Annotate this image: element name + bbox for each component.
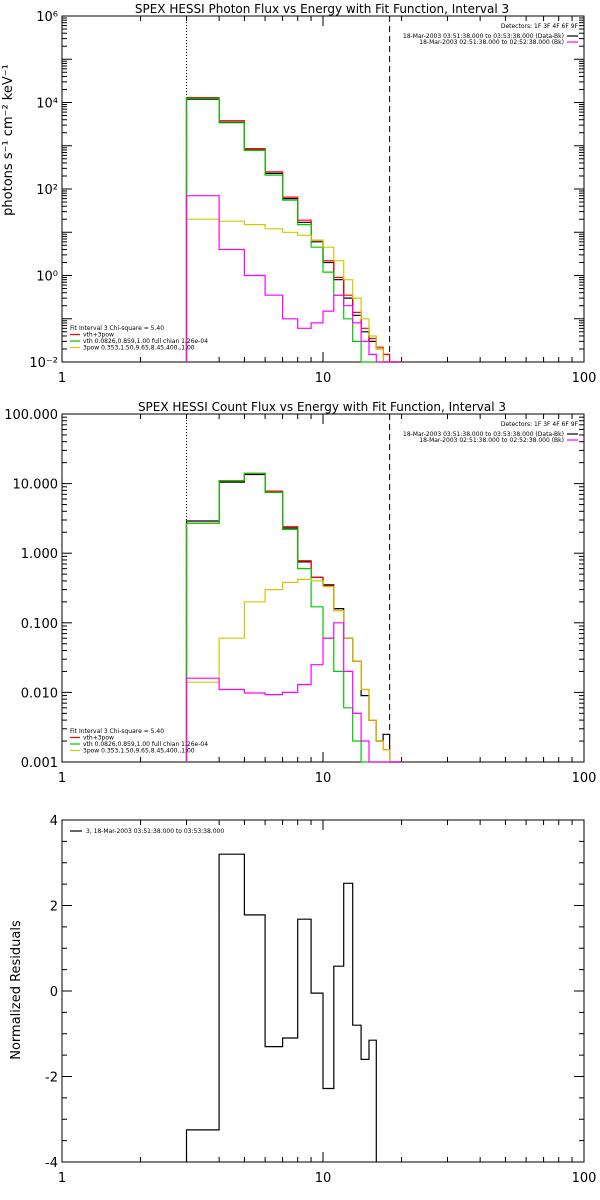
y-tick-label: -4 xyxy=(45,1156,58,1171)
y-tick-label: 10² xyxy=(36,183,58,198)
x-tick-label: 100 xyxy=(572,771,597,786)
time-legend-label: 18-Mar-2003 02:51:38.000 to 02:52:38.000… xyxy=(419,437,564,444)
count-flux-title: SPEX HESSI Count Flux vs Energy with Fit… xyxy=(138,400,506,414)
y-tick-label: 10.000 xyxy=(13,478,59,493)
y-tick-label: 10⁴ xyxy=(36,97,58,112)
time-legend-label: 18-Mar-2003 03:51:38.000 to 03:53:38.000… xyxy=(403,431,564,438)
y-tick-label: 10⁰ xyxy=(36,270,58,285)
residuals-plot: 1 10 100 -4 -2 0 2 4 3, 18-Mar-2003 03:51:38.000… xyxy=(45,814,596,1186)
x-tick-label: 1 xyxy=(58,1171,66,1186)
x-tick-label: 10 xyxy=(315,771,332,786)
fit-legend-label: 3pow 0.353,1.50,9.65,8.45,400.,1.00 xyxy=(83,748,195,755)
fit-legend-label: vth+3pow xyxy=(83,332,114,339)
photon-flux-title: SPEX HESSI Photon Flux vs Energy with Fi… xyxy=(135,2,509,16)
x-tick-label: 100 xyxy=(572,371,597,386)
fit-legend-label: Fit Interval 3 Chi-square = 5.40 xyxy=(70,728,164,735)
y-tick-label: 10⁻² xyxy=(29,356,58,371)
y-tick-label: 4 xyxy=(50,814,58,829)
x-tick-label: 1 xyxy=(58,371,66,386)
series-3pow-line xyxy=(185,218,402,363)
residuals-ylabel: Normalized Residuals xyxy=(9,920,24,1060)
x-tick-label: 10 xyxy=(315,371,332,386)
photon-flux-panel: SPEX HESSI Photon Flux vs Energy with Fi… xyxy=(1,2,596,386)
y-tick-label: -2 xyxy=(45,1071,58,1086)
y-tick-label: 100.000 xyxy=(4,408,58,423)
time-legend-label: 18-Mar-2003 02:51:38.000 to 02:52:38.000… xyxy=(419,39,564,46)
series-residuals-line xyxy=(185,853,377,1162)
y-tick-label: 0 xyxy=(50,985,58,1000)
y-tick-label: 2 xyxy=(50,900,58,915)
x-tick-label: 10 xyxy=(315,1171,332,1186)
photon-flux-plot: 1 10 100 10⁻² 10⁰ 10² 10⁴ 10⁶ 18-Mar-2003 03:51:… xyxy=(29,10,596,386)
y-tick-label: 1.000 xyxy=(21,547,58,562)
y-tick-label: 10⁶ xyxy=(36,10,58,25)
fit-legend-label: 3pow 0.353,1.50,9.65,8.45,400.,1.00 xyxy=(83,345,195,352)
fit-legend-label: vth+3pow xyxy=(83,735,114,742)
photon-flux-detectors: Detectors: 1F 3F 4F 6F 9F xyxy=(501,23,579,30)
y-tick-label: 0.100 xyxy=(21,617,58,632)
time-legend-label: 18-Mar-2003 03:51:38.000 to 03:53:38.000… xyxy=(403,33,564,40)
series-vth-line xyxy=(185,472,402,763)
count-flux-panel: SPEX HESSI Count Flux vs Energy with Fit… xyxy=(4,400,596,786)
y-tick-label: 0.001 xyxy=(21,756,58,771)
x-tick-label: 1 xyxy=(58,771,66,786)
series-bk-line xyxy=(185,195,402,363)
fit-legend-label: vth 0.0826,0.859,1.00 full chian 1.26e-0… xyxy=(83,338,208,345)
count-flux-detectors: Detectors: 1F 3F 4F 6F 9F xyxy=(501,421,579,428)
count-flux-plot: 1 10 100 0.001 0.010 0.100 1.000 10.000 100.000 1… xyxy=(4,408,596,786)
series-3pow-line xyxy=(185,578,402,763)
fit-legend-label: vth 0.0826,0.859,1.00 full chian 1.26e-0… xyxy=(83,741,208,748)
y-tick-label: 0.010 xyxy=(21,686,58,701)
fit-legend-label: Fit Interval 3 Chi-square = 5.40 xyxy=(70,325,164,332)
residuals-panel: Normalized Residuals 1 10 100 -4 -2 0 2 4 3, 18-… xyxy=(9,814,596,1186)
series-bk-line xyxy=(185,622,402,763)
x-tick-label: 100 xyxy=(572,1171,597,1186)
photon-flux-ylabel: photons s⁻¹ cm⁻² keV⁻¹ xyxy=(1,64,16,216)
residual-legend-label: 3, 18-Mar-2003 03:51:38.000 to 03:53:38.… xyxy=(86,828,224,835)
